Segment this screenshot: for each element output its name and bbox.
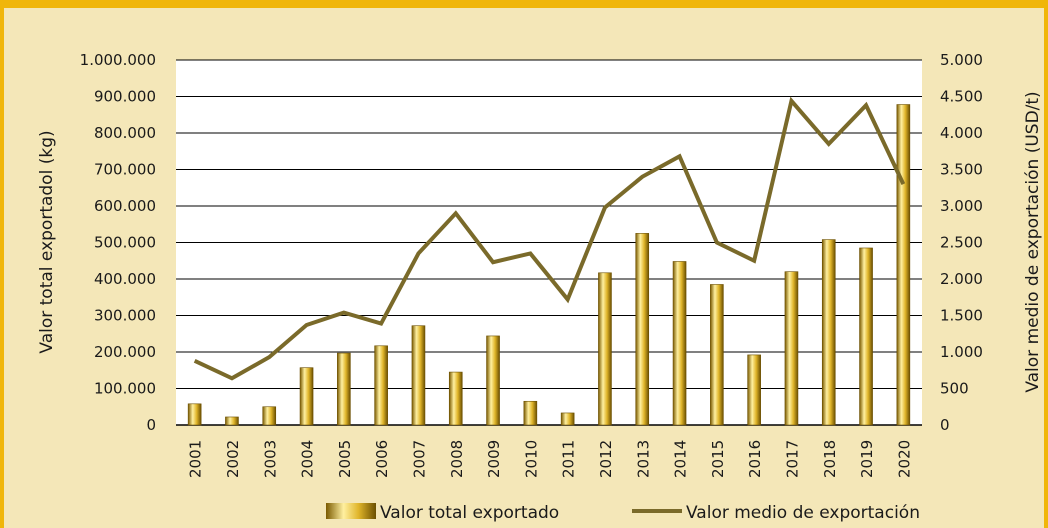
x-tick-label: 2019	[858, 440, 876, 478]
x-tick-label: 2011	[560, 440, 578, 478]
x-tick-label: 2004	[299, 440, 317, 478]
bar-2004	[299, 367, 314, 426]
x-tick-label: 2017	[783, 440, 801, 478]
y-tick-label-right: 4.500	[940, 88, 983, 106]
bar-2002	[225, 416, 239, 426]
y-tick-label-right: 500	[940, 380, 969, 398]
bar-2020	[896, 104, 911, 426]
y-tick-label-left: 200.000	[94, 343, 156, 361]
y-tick-label-left: 300.000	[94, 307, 156, 325]
bar-2009	[486, 335, 500, 426]
line-series-valor-medio	[193, 96, 906, 381]
y-axis-title-left: Valor total exportadol (kg)	[37, 130, 57, 353]
y-tick-label-left: 400.000	[94, 270, 156, 288]
y-tick-label-left: 800.000	[94, 124, 156, 142]
bar-2014	[672, 261, 687, 426]
bar-2015	[710, 284, 724, 426]
x-tick-label: 2007	[410, 440, 428, 478]
bar-2010	[523, 400, 538, 426]
y-tick-label-left: 0	[146, 416, 156, 434]
bar-2018	[821, 239, 836, 426]
x-tick-label: 2001	[187, 440, 205, 478]
y-tick-label-left: 700.000	[94, 161, 156, 179]
bar-2003	[262, 406, 277, 426]
bar-2005	[337, 352, 351, 426]
bar-2007	[411, 325, 426, 426]
legend-label-bar: Valor total exportado	[380, 503, 559, 523]
legend-swatch-bar	[326, 503, 376, 519]
x-tick-label: 2013	[634, 440, 652, 478]
y-tick-label-right: 5.000	[940, 51, 983, 69]
x-tick-label: 2020	[895, 440, 913, 478]
bar-2001	[187, 403, 202, 426]
bar-2019	[859, 247, 873, 426]
x-tick-label: 2002	[224, 440, 242, 478]
x-tick-label: 2012	[597, 440, 615, 478]
bar-2008	[448, 371, 463, 426]
y-tick-label-left: 900.000	[94, 88, 156, 106]
y-tick-label-left: 500.000	[94, 234, 156, 252]
bar-2013	[635, 233, 650, 426]
x-tick-label: 2014	[672, 440, 690, 478]
x-tick-label: 2003	[261, 440, 279, 478]
y-tick-label-right: 3.500	[940, 161, 983, 179]
bar-2017	[784, 271, 799, 426]
x-tick-label: 2008	[448, 440, 466, 478]
x-tick-label: 2005	[336, 440, 354, 478]
x-tick-label: 2006	[373, 440, 391, 478]
y-axis-title-right: Valor medio de exportación (USD/t)	[1023, 91, 1043, 392]
y-tick-label-right: 0	[940, 416, 950, 434]
y-tick-label-left: 1.000.000	[80, 51, 156, 69]
x-tick-label: 2009	[485, 440, 503, 478]
y-tick-label-right: 1.500	[940, 307, 983, 325]
legend-label-line: Valor medio de exportación	[686, 503, 920, 523]
y-tick-label-right: 1.000	[940, 343, 983, 361]
bar-2016	[747, 354, 761, 426]
legend: Valor total exportado Valor medio de exp…	[326, 503, 920, 523]
x-tick-label: 2010	[522, 440, 540, 478]
x-tick-label: 2016	[746, 440, 764, 478]
x-tick-label: 2015	[709, 440, 727, 478]
y-tick-label-right: 3.000	[940, 197, 983, 215]
x-tick-label: 2018	[821, 440, 839, 478]
y-tick-label-right: 2.500	[940, 234, 983, 252]
y-tick-label-right: 2.000	[940, 270, 983, 288]
bar-2012	[598, 272, 612, 426]
y-tick-label-right: 4.000	[940, 124, 983, 142]
y-tick-label-left: 100.000	[94, 380, 156, 398]
y-tick-label-left: 600.000	[94, 197, 156, 215]
bar-2006	[374, 345, 388, 426]
bar-2011	[560, 412, 575, 426]
